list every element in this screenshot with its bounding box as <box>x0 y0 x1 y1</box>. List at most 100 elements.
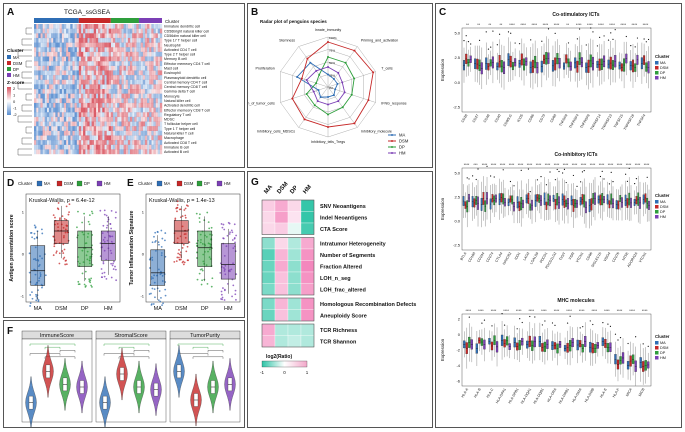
heatmap-cell <box>80 107 84 113</box>
heatmap-cell <box>151 51 154 57</box>
gene-label: HLA-DQA1 <box>520 387 532 404</box>
heatmap-cell <box>155 84 158 90</box>
heatmap-cell <box>83 149 86 155</box>
outlier-point <box>490 46 492 48</box>
heatmap-cell <box>127 149 131 155</box>
heatmap-cell <box>144 149 148 155</box>
heatmap-cell <box>115 130 118 136</box>
heatmap-cell <box>72 65 75 71</box>
heatmap-cell <box>100 42 103 48</box>
heatmap-cell <box>98 28 101 34</box>
heatmap-cell <box>98 51 101 57</box>
heatmap-cell <box>95 149 99 155</box>
heatmap-cell <box>42 51 45 57</box>
dendrogram-branch <box>25 93 32 101</box>
subplot-title: Co-inhibitory ICTs <box>555 152 598 158</box>
cluster-legend-label: MA <box>164 181 170 186</box>
heatmap-cell <box>80 89 84 94</box>
heatmap-cell <box>155 75 158 80</box>
heatmap-cell <box>106 93 109 99</box>
cluster-legend-label: DP <box>660 71 666 75</box>
heatmap-cell <box>125 102 129 108</box>
outlier-point <box>567 42 570 44</box>
heatmap-cell <box>157 65 161 71</box>
heatmap-cell <box>42 121 45 127</box>
heatmap-cell <box>112 28 116 34</box>
outlier-point <box>599 36 601 39</box>
heatmap-cell <box>123 65 126 71</box>
jitter-point <box>91 286 93 288</box>
heatmap-cell <box>85 135 88 141</box>
heatmap-cell <box>80 42 84 48</box>
heatmap-cell <box>144 116 148 122</box>
heatmap-cell <box>55 89 58 94</box>
significance-label: **** <box>482 163 488 167</box>
heatmap-cell <box>80 130 84 136</box>
heatmap-cell <box>100 24 103 29</box>
heatmap-cell <box>36 121 39 127</box>
heatmap-cell <box>106 112 109 118</box>
heatmap-cell <box>53 130 56 136</box>
outlier-point <box>486 165 488 167</box>
heatmap-cell <box>159 116 163 122</box>
cluster-legend-swatch <box>655 210 659 214</box>
heatmap-cell <box>59 112 62 118</box>
heatmap-cell <box>125 130 129 136</box>
heatmap-cell <box>153 93 156 99</box>
jitter-point <box>231 295 233 298</box>
heatmap-cell <box>138 89 141 94</box>
jitter-point <box>198 217 201 219</box>
heatmap-cell <box>108 61 111 66</box>
heatmap-cell <box>138 47 141 53</box>
cluster-bar-DP <box>110 18 139 23</box>
heatmap-cell <box>72 130 75 136</box>
y-tick-label: 0 <box>142 252 145 257</box>
heatmap-cell <box>85 121 88 127</box>
facet-title: ImmuneScore <box>40 333 74 339</box>
y-tick-label: 2.5 <box>454 195 460 200</box>
heatmap-cell <box>93 116 97 122</box>
heatmap-cell <box>72 107 75 113</box>
heatmap-cell <box>132 121 135 127</box>
heatmap-cell <box>144 93 148 99</box>
heatmap-cell <box>57 121 60 127</box>
heatmap-cell <box>142 121 146 127</box>
heatmap-cell <box>53 98 56 104</box>
outlier-point <box>642 343 644 345</box>
heatmap-cell <box>40 98 43 104</box>
heatmap-cell <box>157 126 161 131</box>
heatmap-cell <box>93 140 97 145</box>
heatmap-cell <box>68 112 71 118</box>
heatmap-cell <box>159 140 163 145</box>
heatmap-cell <box>149 84 152 90</box>
heatmap-cell <box>44 65 47 71</box>
heatmap-cell <box>98 84 101 90</box>
heatmap-cell <box>42 28 45 34</box>
heatmap-cell <box>127 144 131 150</box>
outlier-point <box>554 179 557 181</box>
heatmap-cell <box>42 93 45 99</box>
heatmap-cell <box>147 70 150 76</box>
heatmap-cell <box>119 24 122 29</box>
heatmap-cell <box>53 42 56 48</box>
outlier-point <box>580 181 582 183</box>
heatmap-cell <box>151 47 154 53</box>
radar-axis-label: Inhibitory_molecule <box>361 129 392 133</box>
heatmap-cell <box>127 61 131 66</box>
heatmap-cell <box>55 28 58 34</box>
heatmap-cell <box>93 135 97 141</box>
outlier-point <box>646 176 648 178</box>
outlier-point <box>583 170 585 172</box>
outlier-point <box>496 44 498 46</box>
row-label: Gamma delta T cell <box>164 90 195 94</box>
heatmap-cell <box>142 28 146 34</box>
heatmap-cell <box>274 222 289 235</box>
heatmap-cell <box>110 79 114 85</box>
jitter-point <box>184 216 187 219</box>
cluster-legend-swatch <box>655 356 659 360</box>
heatmap-cell <box>68 33 71 39</box>
heatmap-cell <box>76 47 79 53</box>
heatmap-cell <box>130 33 133 39</box>
jitter-point <box>223 228 226 231</box>
heatmap-cell <box>121 116 124 122</box>
